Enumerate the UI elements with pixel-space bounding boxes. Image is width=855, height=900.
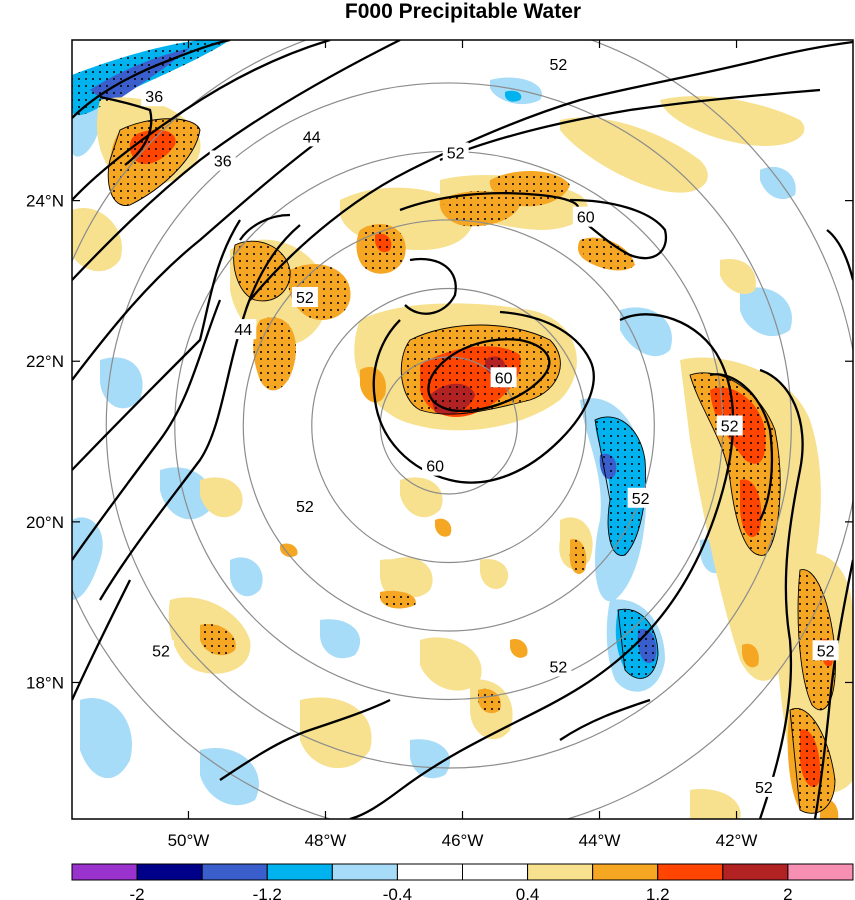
contour-label-text: 52 bbox=[721, 418, 739, 435]
x-tick-label: 50°W bbox=[168, 831, 210, 850]
x-tick-label: 46°W bbox=[442, 831, 484, 850]
contour-52-a bbox=[249, 40, 853, 301]
contour-52-k bbox=[219, 698, 391, 781]
contour-label-text: 52 bbox=[632, 491, 650, 508]
contour-label: 36 bbox=[209, 150, 236, 171]
contour-60-a bbox=[399, 191, 580, 213]
plot-area: 36 36 44 44 52 52 52 52 52 52 52 52 52 52 60 60 60 bbox=[72, 40, 853, 819]
contour-label: 52 bbox=[291, 286, 318, 307]
colorbar: -2 -1.2 -0.4 0.4 1.2 2 bbox=[71, 863, 854, 900]
contour-label: 44 bbox=[230, 319, 257, 340]
contour-label-text: 60 bbox=[495, 370, 513, 387]
contour-label-text: 36 bbox=[145, 89, 163, 106]
contour-label: 52 bbox=[716, 415, 743, 436]
contour-52-b bbox=[99, 224, 301, 601]
contour-label-text: 60 bbox=[426, 459, 444, 476]
contour-label-text: 52 bbox=[152, 643, 170, 660]
contour-60-e bbox=[239, 213, 291, 241]
contour-label-text: 52 bbox=[296, 290, 314, 307]
colorbar-label: -0.4 bbox=[383, 885, 412, 900]
colorbar-label: -2 bbox=[130, 885, 145, 900]
contour-label: 52 bbox=[545, 656, 572, 677]
colorbar-swatch bbox=[331, 863, 398, 881]
contour-52-c bbox=[72, 299, 222, 561]
stipple-significance bbox=[72, 40, 836, 814]
y-tick-label: 24°N bbox=[26, 192, 64, 211]
contour-label: 52 bbox=[750, 776, 777, 797]
contour-52-j bbox=[813, 559, 853, 819]
colorbar-label: 0.4 bbox=[516, 885, 540, 900]
contour-44-a bbox=[72, 40, 401, 281]
contour-label: 52 bbox=[442, 142, 469, 163]
contour-label-text: 44 bbox=[303, 129, 321, 146]
contour-label-text: 52 bbox=[447, 145, 465, 162]
contour-60-c bbox=[427, 338, 551, 413]
range-ring-2 bbox=[311, 287, 587, 564]
chart-title: F000 Precipitable Water bbox=[345, 0, 581, 23]
contour-52-h bbox=[709, 373, 774, 521]
contour-label: 52 bbox=[812, 640, 839, 661]
contour-52-g bbox=[758, 368, 804, 819]
y-axis: 24°N 22°N 20°N 18°N bbox=[26, 192, 853, 692]
colorbar-swatch bbox=[462, 863, 529, 881]
contour-36-a bbox=[72, 40, 231, 119]
contour-label: 60 bbox=[490, 367, 517, 388]
contour-52-d bbox=[72, 579, 132, 701]
contour-label-text: 52 bbox=[550, 57, 568, 74]
y-tick-label: 22°N bbox=[26, 352, 64, 371]
colorbar-swatch bbox=[201, 863, 268, 881]
x-tick-label: 44°W bbox=[579, 831, 621, 850]
contour-label: 60 bbox=[422, 455, 449, 476]
contour-52-i bbox=[826, 229, 853, 281]
contour-label: 52 bbox=[291, 495, 318, 516]
contour-44-b bbox=[72, 139, 321, 381]
y-tick-label: 18°N bbox=[26, 673, 64, 692]
contour-label-text: 52 bbox=[755, 780, 773, 797]
x-tick-label: 48°W bbox=[305, 831, 347, 850]
range-rings bbox=[72, 40, 853, 819]
colorbar-swatch bbox=[787, 863, 854, 881]
colorbar-swatch bbox=[722, 863, 789, 881]
colorbar-swatch bbox=[71, 863, 138, 881]
contour-label-text: 52 bbox=[296, 499, 314, 516]
contour-52-l bbox=[559, 698, 651, 741]
range-ring-5 bbox=[105, 82, 792, 769]
contour-60-d bbox=[372, 310, 595, 484]
colorbar-swatch bbox=[396, 863, 463, 881]
contour-label: 44 bbox=[298, 126, 325, 146]
contour-label-text: 44 bbox=[234, 322, 252, 339]
colorbar-swatch bbox=[266, 863, 333, 881]
pw-contours bbox=[72, 40, 853, 819]
contour-60-b bbox=[569, 198, 668, 260]
colorbar-swatch bbox=[657, 863, 724, 881]
contour-labels: 36 36 44 44 52 52 52 52 52 52 52 52 52 52 60 60 60 bbox=[141, 54, 839, 797]
y-tick-label: 20°N bbox=[26, 513, 64, 532]
contour-44-c bbox=[72, 219, 241, 471]
range-ring-3 bbox=[242, 219, 655, 632]
contour-label-text: 60 bbox=[577, 210, 595, 227]
contour-label: 52 bbox=[148, 640, 175, 661]
contour-52-f bbox=[349, 313, 735, 819]
colorbar-swatch bbox=[592, 863, 659, 881]
contour-label: 60 bbox=[572, 206, 599, 227]
colorbar-swatch bbox=[527, 863, 594, 881]
contour-36-c bbox=[99, 95, 153, 166]
contour-label-text: 36 bbox=[214, 153, 232, 170]
colorbar-label: 1.2 bbox=[646, 885, 670, 900]
x-axis: 50°W 48°W 46°W 44°W 42°W bbox=[168, 40, 758, 850]
contour-label: 36 bbox=[141, 86, 168, 107]
contour-52-e bbox=[439, 88, 821, 162]
contour-60-f bbox=[404, 257, 457, 315]
contour-label: 52 bbox=[627, 487, 654, 508]
colorbar-label: -1.2 bbox=[253, 885, 282, 900]
colorbar-label: 2 bbox=[783, 885, 792, 900]
contour-label-text: 52 bbox=[817, 643, 835, 660]
contour-label: 52 bbox=[545, 54, 572, 75]
x-tick-label: 42°W bbox=[716, 831, 758, 850]
contour-36-b bbox=[72, 40, 331, 201]
colorbar-swatch bbox=[136, 863, 203, 881]
contour-label-text: 52 bbox=[550, 659, 568, 676]
